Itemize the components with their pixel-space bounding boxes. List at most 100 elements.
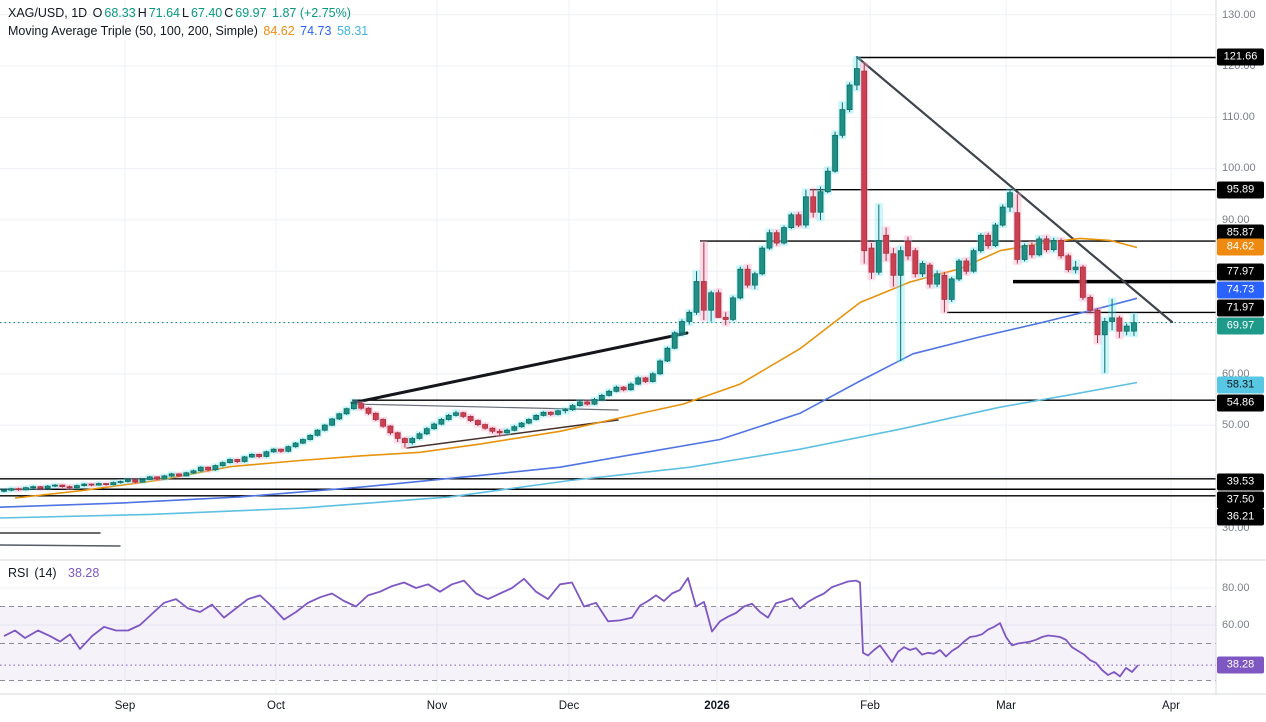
symbol-title: XAG/USD, 1D — [8, 6, 88, 20]
rsi-value-badge: 38.28 — [1217, 656, 1264, 674]
candle — [613, 386, 620, 392]
candle — [321, 424, 328, 431]
candle — [657, 360, 663, 375]
ma50-value: 84.62 — [263, 24, 295, 38]
candle — [518, 422, 525, 428]
last-price-badge: 69.97 — [1217, 317, 1264, 335]
candle — [460, 412, 467, 417]
candle — [1094, 309, 1101, 336]
axis-tick-label: 90.00 — [1222, 214, 1250, 226]
candle — [693, 281, 700, 313]
candle — [278, 448, 284, 452]
candle — [219, 462, 226, 467]
low-label: L — [182, 6, 189, 20]
candle — [8, 488, 15, 491]
close-value: 69.97 — [235, 6, 267, 20]
candle — [868, 247, 875, 273]
candle — [117, 481, 124, 483]
candle — [336, 413, 343, 420]
price-level-badge: 39.53 — [1217, 473, 1264, 491]
candle — [919, 263, 926, 275]
ma-legend[interactable]: Moving Average Triple (50, 100, 200, Sim… — [8, 24, 370, 38]
candle — [766, 232, 773, 249]
candle — [445, 414, 452, 420]
trendline — [350, 331, 689, 405]
candle — [642, 377, 649, 382]
axis-tick-label: 80.00 — [1222, 582, 1250, 594]
candle — [985, 234, 991, 247]
candle — [511, 426, 518, 431]
candle — [817, 191, 824, 213]
candle — [547, 411, 554, 415]
axis-tick-label: 60.00 — [1222, 619, 1250, 631]
rsi-line — [3, 577, 1139, 678]
candle — [555, 410, 561, 415]
time-axis-label: Apr — [1162, 700, 1180, 712]
candle — [1080, 266, 1086, 298]
candle — [1, 489, 7, 492]
symbol-legend[interactable]: XAG/USD, 1D O 68.33 H 71.64 L 67.40 C 69.97 1.8… — [8, 6, 353, 20]
price-level-badge: 84.62 — [1217, 238, 1264, 256]
candle — [489, 427, 496, 432]
rsi-title: RSI — [8, 566, 29, 580]
candle — [620, 386, 627, 391]
ma-indicator-title: Moving Average Triple (50, 100, 200, Sim… — [8, 24, 258, 38]
candle — [1087, 296, 1094, 311]
candle — [890, 253, 897, 276]
candle — [803, 196, 809, 226]
candle — [74, 485, 80, 489]
candle — [387, 425, 394, 434]
candle — [183, 472, 190, 477]
candle — [205, 466, 212, 471]
candle — [1101, 321, 1108, 336]
rsi-legend[interactable]: RSI (14) 38.28 — [8, 566, 101, 580]
candle — [1058, 239, 1064, 257]
ma200-line — [0, 381, 1138, 519]
candle — [999, 206, 1006, 226]
candle — [22, 487, 29, 491]
price-level-badge: 37.50 — [1217, 491, 1264, 509]
candle — [504, 429, 510, 434]
trendline — [0, 544, 121, 547]
candle — [883, 234, 889, 254]
candle — [372, 412, 379, 420]
candle — [832, 134, 838, 172]
trendline — [406, 419, 619, 449]
ma100-value: 74.73 — [300, 24, 332, 38]
candle — [773, 232, 780, 244]
candle — [824, 170, 831, 193]
candle — [15, 488, 22, 491]
candle — [95, 483, 102, 486]
candle — [154, 476, 161, 480]
candle — [431, 423, 438, 430]
candle — [926, 264, 933, 285]
axis-tick-label: 130.00 — [1222, 9, 1256, 21]
candle — [423, 428, 430, 435]
time-axis-label: Feb — [860, 700, 880, 712]
axis-tick-label: 50.00 — [1222, 419, 1250, 431]
price-level-badge: 85.87 — [1217, 224, 1264, 242]
candle — [307, 434, 314, 440]
candle — [963, 260, 970, 272]
time-axis-label: 2026 — [704, 700, 730, 712]
candle — [314, 429, 321, 436]
candle — [562, 409, 569, 412]
rsi-params: (14) — [34, 566, 57, 580]
candle — [854, 68, 860, 86]
candle — [1072, 266, 1079, 271]
candle — [350, 403, 357, 410]
price-level-badge: 77.97 — [1217, 263, 1264, 281]
candle — [598, 394, 605, 400]
candle — [744, 268, 751, 286]
candle — [752, 273, 758, 286]
candle — [941, 274, 948, 300]
candle — [730, 297, 736, 320]
candle — [453, 412, 459, 416]
candle — [44, 485, 51, 489]
candle — [496, 430, 503, 434]
candle — [299, 439, 306, 444]
candle — [839, 109, 846, 136]
candle — [810, 196, 817, 213]
